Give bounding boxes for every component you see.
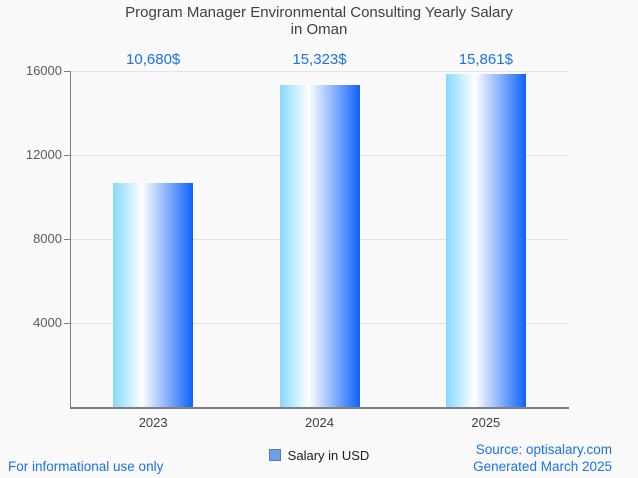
x-axis-category-label: 2024: [305, 415, 334, 430]
x-axis-line: [70, 407, 569, 409]
chart-title-line2: in Oman: [290, 21, 348, 38]
legend-marker-square: [268, 449, 281, 461]
source-link[interactable]: Source: optisalary.com: [475, 442, 612, 457]
y-axis-tick: [64, 239, 70, 240]
y-axis-tick-label: 12000: [25, 147, 62, 162]
y-axis-tick-label: 16000: [25, 63, 62, 78]
y-axis-tick-label: 8000: [33, 231, 62, 246]
salary-bar: [113, 183, 194, 407]
salary-bar: [445, 74, 526, 407]
x-axis-category-label: 2023: [138, 415, 168, 430]
legend-label: Salary in USD: [287, 447, 370, 463]
bar-value-label: 15,861$: [458, 51, 513, 68]
chart-title-line1: Program Manager Environmental Consulting…: [125, 4, 513, 21]
salary-bar: [279, 85, 360, 407]
chart-legend: Salary in USD: [0, 447, 638, 463]
disclaimer-text: For informational use only: [8, 459, 164, 474]
y-axis-tick: [64, 323, 70, 324]
y-axis-tick: [64, 155, 70, 156]
y-axis-tick-label: 4000: [33, 315, 62, 330]
chart-title: Program Manager Environmental Consulting…: [0, 4, 638, 38]
bar-value-label: 15,323$: [292, 51, 347, 68]
y-axis-tick: [64, 71, 70, 72]
y-axis-line: [70, 71, 71, 407]
generated-date: Generated March 2025: [473, 458, 612, 474]
x-axis-category-label: 2025: [471, 415, 501, 430]
bar-value-label: 10,680$: [126, 51, 181, 68]
y-gridline: [70, 71, 569, 72]
source-block: Source: optisalary.com Generated March 2…: [473, 442, 612, 475]
